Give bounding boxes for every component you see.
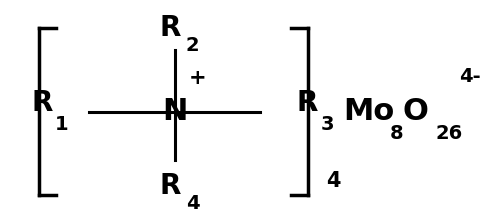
Text: 3: 3 (321, 115, 334, 134)
Text: Mo: Mo (343, 97, 395, 126)
Text: O: O (402, 97, 429, 126)
Text: 8: 8 (390, 124, 403, 143)
Text: R: R (31, 89, 52, 117)
Text: R: R (297, 89, 318, 117)
Text: R: R (159, 14, 181, 42)
Text: 1: 1 (55, 115, 69, 134)
Text: 26: 26 (436, 124, 463, 143)
Text: R: R (159, 172, 181, 200)
Text: 4-: 4- (460, 67, 481, 86)
Text: 2: 2 (186, 36, 200, 55)
Text: +: + (189, 68, 206, 89)
Text: 4: 4 (327, 171, 341, 191)
Text: 4: 4 (186, 194, 200, 213)
Text: N: N (162, 97, 188, 126)
